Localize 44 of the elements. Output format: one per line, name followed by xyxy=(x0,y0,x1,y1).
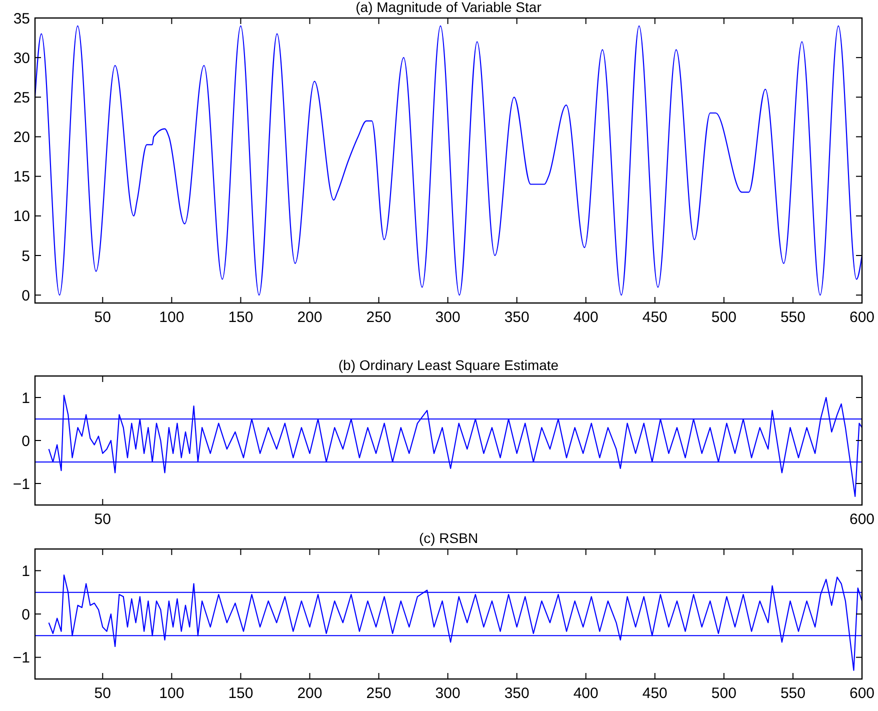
x-tick-label: 300 xyxy=(435,309,460,326)
chart-title: (b) Ordinary Least Square Estimate xyxy=(338,357,559,373)
x-tick-label: 450 xyxy=(642,685,668,702)
y-tick-label: 1 xyxy=(22,562,30,580)
x-tick-label: 100 xyxy=(159,309,184,326)
y-tick-label: 30 xyxy=(13,50,30,67)
x-tick-label: 150 xyxy=(228,685,254,702)
y-tick-label: 15 xyxy=(13,168,30,186)
x-tick-label: 250 xyxy=(366,309,392,326)
x-tick-label: 550 xyxy=(780,685,806,702)
y-tick-label: 5 xyxy=(22,248,30,265)
x-tick-label: 250 xyxy=(366,685,392,702)
x-tick-label: 600 xyxy=(849,511,875,528)
x-tick-label: 550 xyxy=(780,309,806,326)
x-tick-label: 200 xyxy=(297,309,322,326)
x-tick-label: 200 xyxy=(297,685,322,702)
x-tick-label: 350 xyxy=(504,309,530,326)
x-tick-label: 500 xyxy=(711,685,736,702)
y-tick-label: 0 xyxy=(22,287,30,304)
x-tick-label: 300 xyxy=(435,685,460,702)
y-tick-label: 35 xyxy=(13,10,30,28)
line-series xyxy=(35,25,862,296)
x-tick-label: 100 xyxy=(159,685,184,702)
y-tick-label: 1 xyxy=(22,390,30,407)
x-tick-label: 600 xyxy=(849,685,875,702)
x-tick-label: 500 xyxy=(711,309,736,326)
x-tick-label: 50 xyxy=(94,309,111,326)
x-tick-label: 50 xyxy=(94,685,111,702)
x-tick-label: 350 xyxy=(504,685,530,702)
x-tick-label: 400 xyxy=(573,685,598,702)
x-tick-label: 400 xyxy=(573,309,598,326)
y-tick-label: −1 xyxy=(12,650,30,667)
x-tick-label: 150 xyxy=(228,309,254,326)
y-tick-label: 0 xyxy=(22,606,30,624)
y-tick-label: 25 xyxy=(13,89,30,106)
x-tick-label: 600 xyxy=(849,309,875,326)
y-tick-label: −1 xyxy=(12,476,30,493)
x-tick-label: 50 xyxy=(94,511,111,528)
y-tick-label: 20 xyxy=(13,129,30,146)
chart-title: (a) Magnitude of Variable Star xyxy=(356,0,542,15)
chart-title: (c) RSBN xyxy=(418,530,478,546)
y-tick-label: 10 xyxy=(13,208,30,226)
y-tick-label: 0 xyxy=(22,432,30,450)
x-tick-label: 450 xyxy=(642,309,668,326)
